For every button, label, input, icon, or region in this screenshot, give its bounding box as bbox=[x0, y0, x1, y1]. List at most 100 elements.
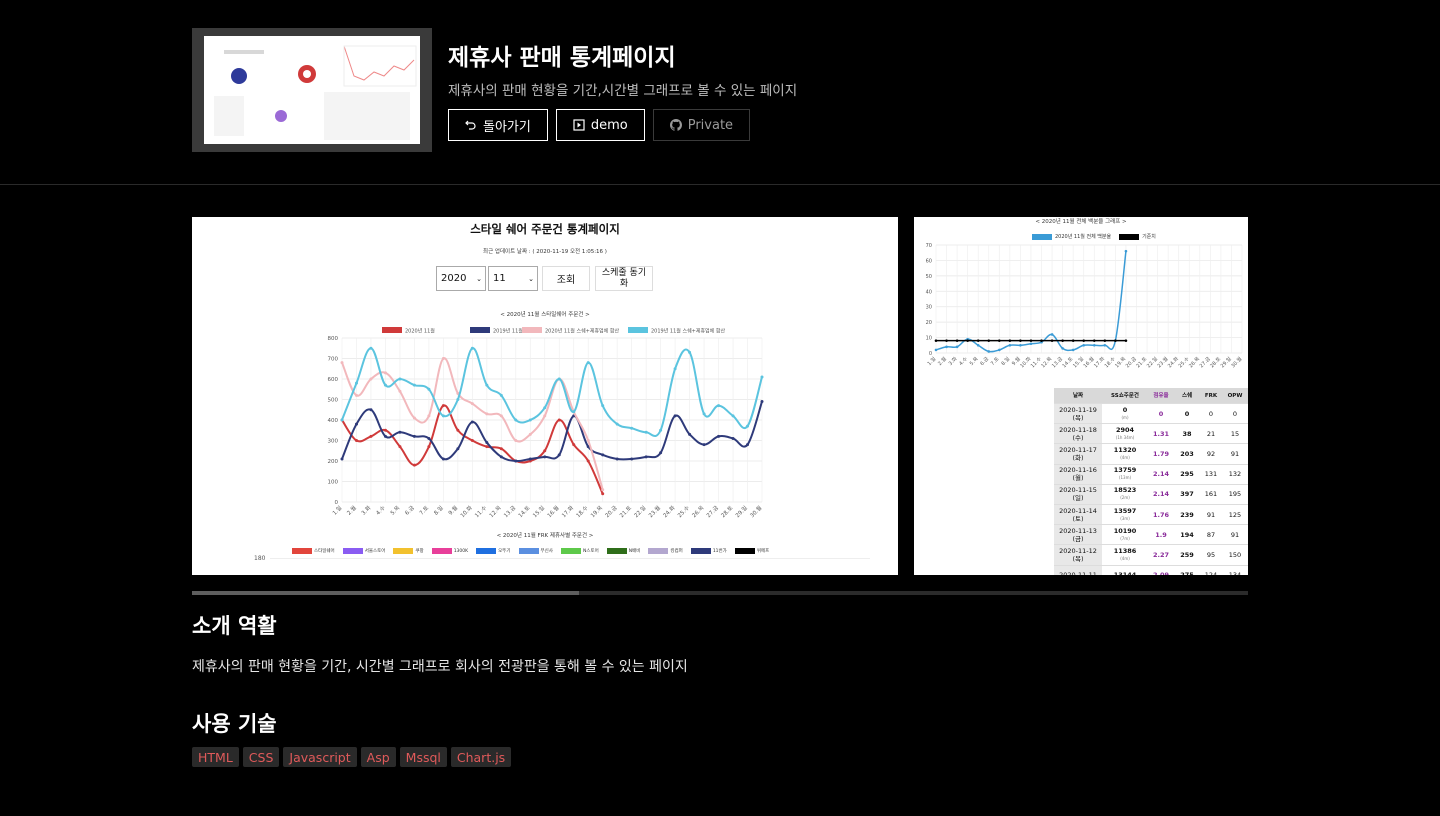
data-point bbox=[543, 406, 547, 410]
data-point bbox=[383, 383, 387, 387]
page-title: 제휴사 판매 통계페이지 bbox=[448, 45, 676, 71]
legend-item: 스타일쉐어 bbox=[292, 546, 335, 556]
sync-schedule-button[interactable]: 스케줄 동기화 bbox=[595, 266, 653, 291]
data-point bbox=[1071, 339, 1075, 342]
x-tick-label: 24.화 bbox=[662, 504, 677, 519]
legend-swatch bbox=[734, 548, 755, 554]
data-point bbox=[717, 434, 721, 438]
daily-stats-table: 날짜 SS쇼주문건 점유율 스쉐 FRK OPW 2020-11-19 (목) 0 (m) 0 0 0 0… bbox=[1054, 388, 1248, 575]
table-cell: 18523 (2m) bbox=[1102, 485, 1148, 504]
data-point bbox=[976, 339, 980, 342]
year-select[interactable]: 2020 ⌄ bbox=[436, 266, 486, 291]
data-point bbox=[601, 404, 605, 408]
x-tick-label: 29.일 bbox=[734, 504, 749, 519]
data-point bbox=[485, 412, 489, 416]
x-tick-label: 30.월 bbox=[1230, 355, 1244, 369]
x-tick-label: 14.토 bbox=[517, 504, 532, 519]
table-cell: 161 bbox=[1204, 490, 1218, 499]
data-point bbox=[987, 339, 991, 342]
tech-tag: Chart.js bbox=[450, 747, 512, 767]
data-point bbox=[966, 339, 969, 342]
data-point bbox=[514, 459, 518, 463]
chart2-legend: 스타일쉐어 서울스토어 쿠팡 1300K 오뚜기 무신사 N스토어 N배비 킹컴퍼 11번가 위메프 bbox=[292, 546, 812, 556]
data-point bbox=[485, 441, 489, 445]
y-tick-label: 0 bbox=[335, 500, 339, 506]
y-tick-label: 700 bbox=[328, 357, 339, 363]
cell-text: (2m) bbox=[1120, 495, 1130, 501]
private-button[interactable]: Private bbox=[652, 109, 751, 141]
screenshot-main-chart[interactable]: 스타일 쉐어 주문건 통계페이지 최근 업데이트 날짜 : ( 2020-11-… bbox=[192, 217, 898, 575]
tech-tags: HTML CSS Javascript Asp Mssql Chart.js bbox=[192, 747, 512, 767]
data-point bbox=[998, 348, 1001, 352]
search-button[interactable]: 조회 bbox=[542, 266, 590, 291]
legend-swatch bbox=[292, 548, 312, 554]
legend-item: N스토어 bbox=[560, 546, 599, 556]
legend-label: 서울스토어 bbox=[364, 549, 386, 554]
data-point bbox=[557, 377, 561, 381]
x-tick-label: 3.화 bbox=[360, 504, 372, 516]
x-tick-label: 8.일 bbox=[432, 504, 445, 517]
data-point bbox=[470, 439, 474, 442]
data-point bbox=[412, 463, 416, 467]
table-cell: 91 bbox=[1230, 530, 1240, 539]
table-cell: 11320 (4m) bbox=[1102, 444, 1148, 463]
shot1-title: 스타일 쉐어 주문건 통계페이지 bbox=[470, 222, 620, 236]
data-point bbox=[499, 414, 503, 418]
screenshot-percentage-chart[interactable]: < 2020년 11월 전체 백분율 그래프 > 2020년 11월 전체 백분… bbox=[914, 217, 1248, 575]
data-point bbox=[456, 428, 460, 432]
data-point bbox=[485, 383, 489, 387]
table-header-row: 날짜 SS쇼주문건 점유율 스쉐 FRK OPW bbox=[1054, 388, 1248, 404]
chart2-y-tick: 180 bbox=[254, 555, 266, 562]
table-cell: 91 bbox=[1230, 449, 1240, 458]
data-point bbox=[412, 434, 416, 438]
legend-item: 무신사 bbox=[518, 546, 553, 556]
month-select[interactable]: 11 ⌄ bbox=[488, 266, 538, 291]
data-point bbox=[601, 488, 605, 492]
cell-text: (4m) bbox=[1120, 555, 1130, 561]
data-point bbox=[731, 436, 735, 440]
data-point bbox=[659, 428, 663, 432]
series-line bbox=[341, 347, 763, 438]
back-button[interactable]: 돌아가기 bbox=[448, 109, 548, 141]
table-cell: 15 bbox=[1230, 429, 1240, 438]
data-point bbox=[1019, 343, 1022, 347]
data-point bbox=[1082, 343, 1086, 347]
x-tick-label: 23.월 bbox=[647, 504, 662, 519]
data-point bbox=[354, 422, 358, 426]
y-tick-label: 500 bbox=[328, 398, 339, 404]
legend-item: 서울스토어 bbox=[342, 546, 386, 556]
x-tick-label: 6.금 bbox=[979, 356, 990, 367]
shot1-update-date: 최근 업데이트 날짜 : ( 2020-11-19 오전 1:05:16 ) bbox=[483, 249, 607, 255]
cell-text: (7m) bbox=[1120, 535, 1130, 541]
tech-section-title: 사용 기술 bbox=[192, 712, 277, 736]
legend-item: 기준치 bbox=[1119, 233, 1156, 240]
data-point bbox=[673, 367, 677, 371]
data-point bbox=[557, 377, 561, 381]
data-point bbox=[934, 348, 938, 352]
gallery-scrollbar[interactable] bbox=[192, 591, 1248, 595]
legend-item: N배비 bbox=[606, 546, 640, 556]
x-tick-label: 27.금 bbox=[705, 504, 720, 519]
table-cell: 134 bbox=[1222, 566, 1248, 575]
data-point bbox=[731, 414, 735, 418]
legend-swatch bbox=[1032, 233, 1052, 240]
data-point bbox=[746, 424, 750, 428]
data-point bbox=[586, 439, 590, 442]
x-tick-label: 1.일 bbox=[330, 504, 343, 517]
data-point bbox=[514, 459, 518, 463]
table-cell: 2020-11-11 bbox=[1054, 565, 1102, 575]
data-point bbox=[514, 439, 518, 442]
page-subtitle: 제휴사의 판매 현황을 기간,시간별 그래프로 볼 수 있는 페이지 bbox=[448, 83, 798, 99]
data-point bbox=[369, 346, 373, 350]
table-cell: 0 (m) bbox=[1102, 404, 1148, 423]
scrollbar-thumb[interactable] bbox=[192, 591, 579, 595]
x-tick-label: 20.금 bbox=[604, 504, 619, 519]
data-point bbox=[601, 453, 605, 457]
data-point bbox=[1092, 343, 1096, 347]
data-point bbox=[398, 445, 402, 449]
data-point bbox=[1092, 339, 1096, 342]
cell-text: 2020-11-14 bbox=[1059, 506, 1097, 515]
legend-label: 2019년 11월 bbox=[493, 328, 523, 335]
demo-button[interactable]: demo bbox=[555, 109, 645, 141]
data-point bbox=[615, 422, 619, 426]
